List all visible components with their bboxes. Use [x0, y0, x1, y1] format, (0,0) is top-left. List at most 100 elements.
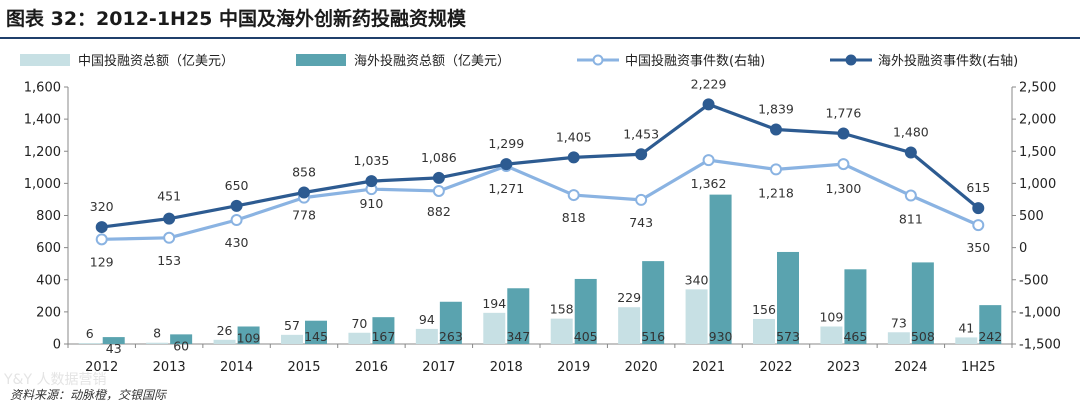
- overseas-events-marker: [635, 148, 648, 161]
- overseas-amount-label: 43: [106, 341, 122, 356]
- china-amount-label: 229: [617, 290, 641, 305]
- overseas-events-marker: [432, 171, 445, 184]
- china-events-label: 1,300: [826, 181, 862, 196]
- china-amount-label: 156: [752, 302, 776, 317]
- china-amount-bar: [213, 339, 236, 344]
- china-amount-label: 8: [153, 326, 161, 341]
- china-amount-label: 340: [685, 272, 709, 287]
- legend-overseas-amount-swatch: [296, 54, 346, 66]
- source-note: 资料来源：动脉橙，交银国际: [10, 388, 167, 402]
- china-events-label: 882: [427, 204, 451, 219]
- china-events-label: 743: [629, 215, 653, 230]
- china-amount-bar: [550, 318, 573, 344]
- overseas-events-label: 615: [966, 180, 990, 195]
- x-tick-label: 2023: [827, 360, 860, 375]
- overseas-events-label: 650: [225, 178, 249, 193]
- legend-overseas-events-label: 海外投融资事件数(右轴): [878, 53, 1018, 69]
- overseas-events-label: 320: [90, 199, 114, 214]
- overseas-events-label: 1,086: [421, 150, 457, 165]
- overseas-events-marker: [230, 199, 243, 212]
- right-tick-label: 2,500: [1019, 81, 1056, 96]
- china-events-marker: [702, 154, 715, 167]
- china-amount-bar: [146, 342, 169, 344]
- right-tick-label: 2,000: [1019, 113, 1056, 128]
- overseas-events-marker: [567, 151, 580, 164]
- china-events-label: 1,362: [691, 176, 727, 191]
- overseas-amount-bar: [305, 320, 327, 344]
- overseas-events-label: 1,405: [556, 129, 592, 144]
- china-events-marker: [163, 231, 176, 244]
- china-events-marker: [837, 158, 850, 171]
- overseas-events-marker: [972, 202, 985, 215]
- legend-overseas-amount-label: 海外投融资总额（亿美元）: [354, 53, 510, 69]
- overseas-events-label: 858: [292, 164, 316, 179]
- china-amount-label: 41: [958, 320, 974, 335]
- overseas-events-marker: [500, 158, 513, 171]
- overseas-events-marker: [298, 186, 310, 199]
- x-tick-label: 2016: [355, 360, 388, 375]
- china-amount-label: 57: [284, 318, 300, 333]
- china-amount-bar: [348, 332, 371, 344]
- overseas-amount-bar: [911, 262, 934, 344]
- x-tick-label: 2018: [490, 360, 523, 375]
- china-events-label: 818: [562, 210, 586, 225]
- china-amount-label: 94: [419, 312, 435, 327]
- china-amount-bar: [618, 307, 641, 344]
- overseas-amount-bar: [237, 326, 260, 344]
- legend-china-events-label: 中国投融资事件数(右轴): [625, 53, 765, 69]
- overseas-events-marker: [163, 212, 176, 225]
- overseas-amount-bar: [642, 261, 665, 344]
- left-tick-label: 1,400: [24, 113, 61, 128]
- watermark: Y&Y 人数据营销: [4, 372, 107, 388]
- china-amount-label: 6: [86, 326, 94, 341]
- left-tick-label: 600: [36, 241, 61, 256]
- left-tick-label: 1,200: [24, 145, 61, 160]
- overseas-events-line: [101, 102, 980, 229]
- china-events-label: 811: [899, 212, 923, 227]
- overseas-events-label: 1,480: [893, 125, 929, 140]
- china-amount-bar: [955, 337, 978, 344]
- china-events-marker: [567, 189, 580, 202]
- china-events-label: 430: [225, 235, 249, 250]
- china-amount-label: 73: [891, 315, 907, 330]
- overseas-events-marker: [770, 123, 782, 136]
- china-events-line: [101, 158, 979, 241]
- china-amount-label: 70: [351, 316, 367, 331]
- overseas-events-label: 451: [157, 189, 181, 204]
- overseas-amount-bar: [777, 251, 799, 344]
- china-events-label: 153: [157, 253, 181, 268]
- x-tick-label: 2019: [557, 360, 590, 375]
- overseas-amount-bar: [574, 278, 597, 344]
- overseas-amount-bar: [507, 288, 530, 344]
- china-events-label: 1,271: [488, 181, 524, 196]
- china-amount-label: 158: [550, 302, 574, 317]
- overseas-events-label: 1,299: [488, 136, 524, 151]
- overseas-amount-bar: [170, 334, 193, 344]
- china-amount-label: 194: [482, 296, 506, 311]
- left-tick-label: 1,600: [24, 81, 61, 96]
- right-tick-label: -500: [1019, 273, 1049, 288]
- china-amount-label: 109: [819, 309, 843, 324]
- china-amount-bar: [415, 328, 438, 344]
- left-tick-label: 0: [53, 338, 61, 353]
- overseas-events-label: 2,229: [691, 76, 727, 91]
- overseas-events-label: 1,453: [623, 126, 659, 141]
- overseas-amount-label: 508: [911, 329, 935, 344]
- china-events-label: 910: [359, 196, 383, 211]
- china-events-label: 350: [966, 240, 990, 255]
- overseas-amount-label: 405: [574, 329, 598, 344]
- overseas-amount-label: 347: [506, 329, 530, 344]
- china-events-marker: [432, 184, 445, 197]
- china-amount-label: 26: [217, 323, 233, 338]
- china-events-marker: [230, 213, 243, 226]
- title-divider: [0, 37, 1080, 39]
- overseas-events-label: 1,035: [354, 153, 390, 168]
- china-events-marker: [635, 193, 648, 206]
- x-tick-label: 1H25: [961, 360, 996, 375]
- left-tick-label: 800: [36, 209, 61, 224]
- china-amount-bar: [281, 334, 303, 344]
- right-tick-label: 500: [1019, 209, 1044, 224]
- legend: 中国投融资总额（亿美元） 海外投融资总额（亿美元） 中国投融资事件数(右轴) 海外投融…: [20, 53, 1018, 69]
- china-amount-bar: [887, 332, 910, 344]
